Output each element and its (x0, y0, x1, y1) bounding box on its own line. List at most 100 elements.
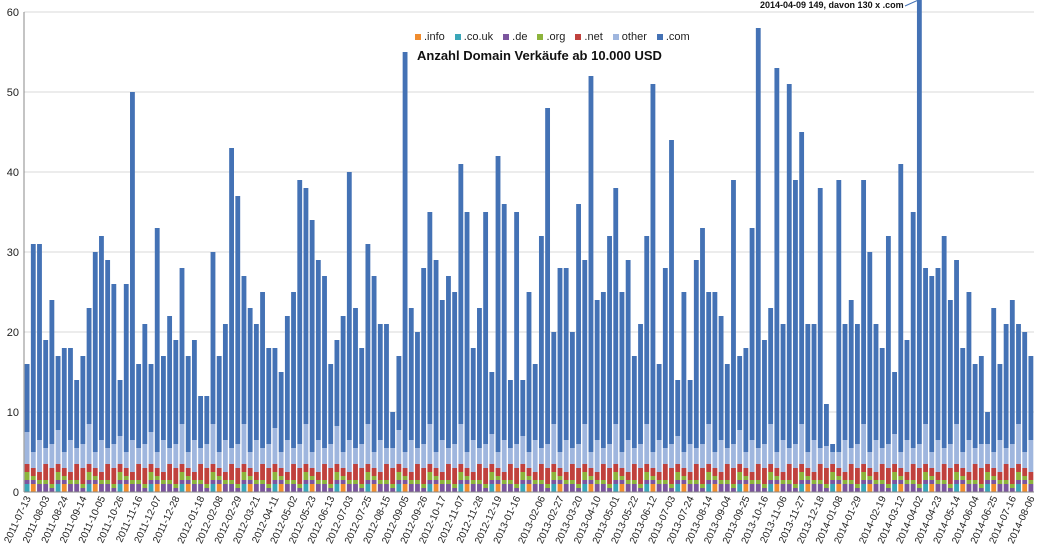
bar-segment (743, 480, 749, 484)
bar-segment (123, 484, 129, 492)
bar-segment (873, 480, 879, 484)
bar-segment (266, 348, 272, 444)
bar-segment (179, 268, 185, 424)
bar-segment (365, 424, 371, 464)
bar-segment (520, 472, 526, 480)
bar-segment (898, 452, 904, 468)
bar-segment (303, 188, 309, 424)
bar-segment (241, 464, 247, 472)
bar-segment (266, 444, 272, 468)
bar-segment (972, 484, 978, 492)
bar-segment (427, 484, 433, 492)
bar-segment (861, 472, 867, 480)
bar-segment (142, 324, 148, 444)
bar-segment (216, 356, 222, 452)
legend-item: .com (656, 31, 690, 43)
bar-segment (669, 484, 674, 488)
bar-segment (464, 484, 470, 492)
bar-segment (142, 444, 148, 468)
bar-segment (377, 484, 383, 492)
bar-segment (272, 480, 278, 484)
bar-segment (1009, 468, 1015, 484)
bar-segment (762, 340, 767, 444)
bar-segment (904, 480, 910, 484)
bar-segment (588, 76, 594, 452)
bar-segment (105, 260, 111, 448)
bar-segment (687, 380, 693, 444)
bar-segment (755, 480, 761, 484)
bar-segment (706, 484, 712, 492)
bar-segment (266, 484, 272, 488)
bar-segment (768, 424, 774, 464)
bar-segment (452, 488, 458, 492)
bar-segment (384, 484, 389, 492)
bar-segment (638, 484, 643, 488)
bar-segment (371, 276, 377, 452)
bar-segment (669, 444, 674, 468)
bar-segment (371, 468, 377, 476)
bar-segment (136, 364, 142, 448)
bar-segment (954, 424, 959, 464)
bar-segment (1009, 488, 1015, 492)
bar-segment (179, 472, 185, 480)
bar-segment (650, 468, 656, 476)
bar-segment (216, 484, 222, 492)
bar-segment (817, 188, 823, 448)
bar-segment (501, 440, 507, 472)
bar-segment (991, 452, 997, 468)
bar-segment (303, 472, 309, 480)
bar-segment (86, 480, 92, 484)
bar-segment (315, 472, 321, 480)
bar-segment (1003, 324, 1009, 448)
bar-segment (687, 484, 693, 492)
bar-segment (489, 484, 495, 492)
bar-segment (470, 484, 476, 492)
bar-segment (743, 452, 749, 468)
bar-segment (396, 430, 402, 464)
bar-segment (229, 480, 234, 484)
bar-segment (185, 480, 191, 484)
bar-segment (582, 464, 588, 472)
bar-segment (204, 488, 210, 492)
bar-segment (545, 108, 551, 444)
bar-segment (278, 372, 284, 452)
bar-segment (136, 480, 142, 484)
annotation-arrow (904, 0, 919, 7)
bar-segment (706, 472, 712, 480)
bar-segment (477, 448, 482, 464)
bar-segment (700, 444, 705, 468)
legend-item: other (612, 31, 647, 43)
bar-segment (718, 484, 724, 492)
bar-segment (786, 448, 792, 464)
bar-segment (966, 440, 972, 472)
bar-segment (669, 488, 674, 492)
bar-segment (495, 452, 501, 468)
bar-segment (879, 480, 885, 484)
legend-swatch (415, 34, 421, 40)
bar-segment (594, 480, 600, 484)
bar-segment (105, 480, 111, 484)
bar-segment (464, 452, 470, 468)
bar-segment (371, 480, 377, 484)
bar-segment (247, 452, 253, 468)
bar-segment (315, 260, 321, 440)
bar-segment (24, 432, 30, 464)
bar-segment (99, 440, 104, 472)
bar-segment (415, 448, 420, 464)
bar-segment (941, 448, 947, 464)
bar-segment (86, 424, 92, 464)
bar-segment (74, 380, 80, 448)
bar-segment (507, 380, 513, 448)
bar-segment (817, 480, 823, 484)
bar-segment (297, 488, 303, 492)
bar-segment (582, 424, 588, 464)
bar-segment (55, 472, 61, 480)
bar-segment (923, 480, 928, 484)
bar-segment (644, 472, 650, 480)
bar-segment (712, 480, 718, 484)
bar-segment (68, 480, 73, 484)
bar-segment (625, 260, 631, 440)
bar-segment (247, 480, 253, 484)
y-tick-label: 30 (7, 247, 19, 259)
bar-segment (142, 488, 148, 492)
